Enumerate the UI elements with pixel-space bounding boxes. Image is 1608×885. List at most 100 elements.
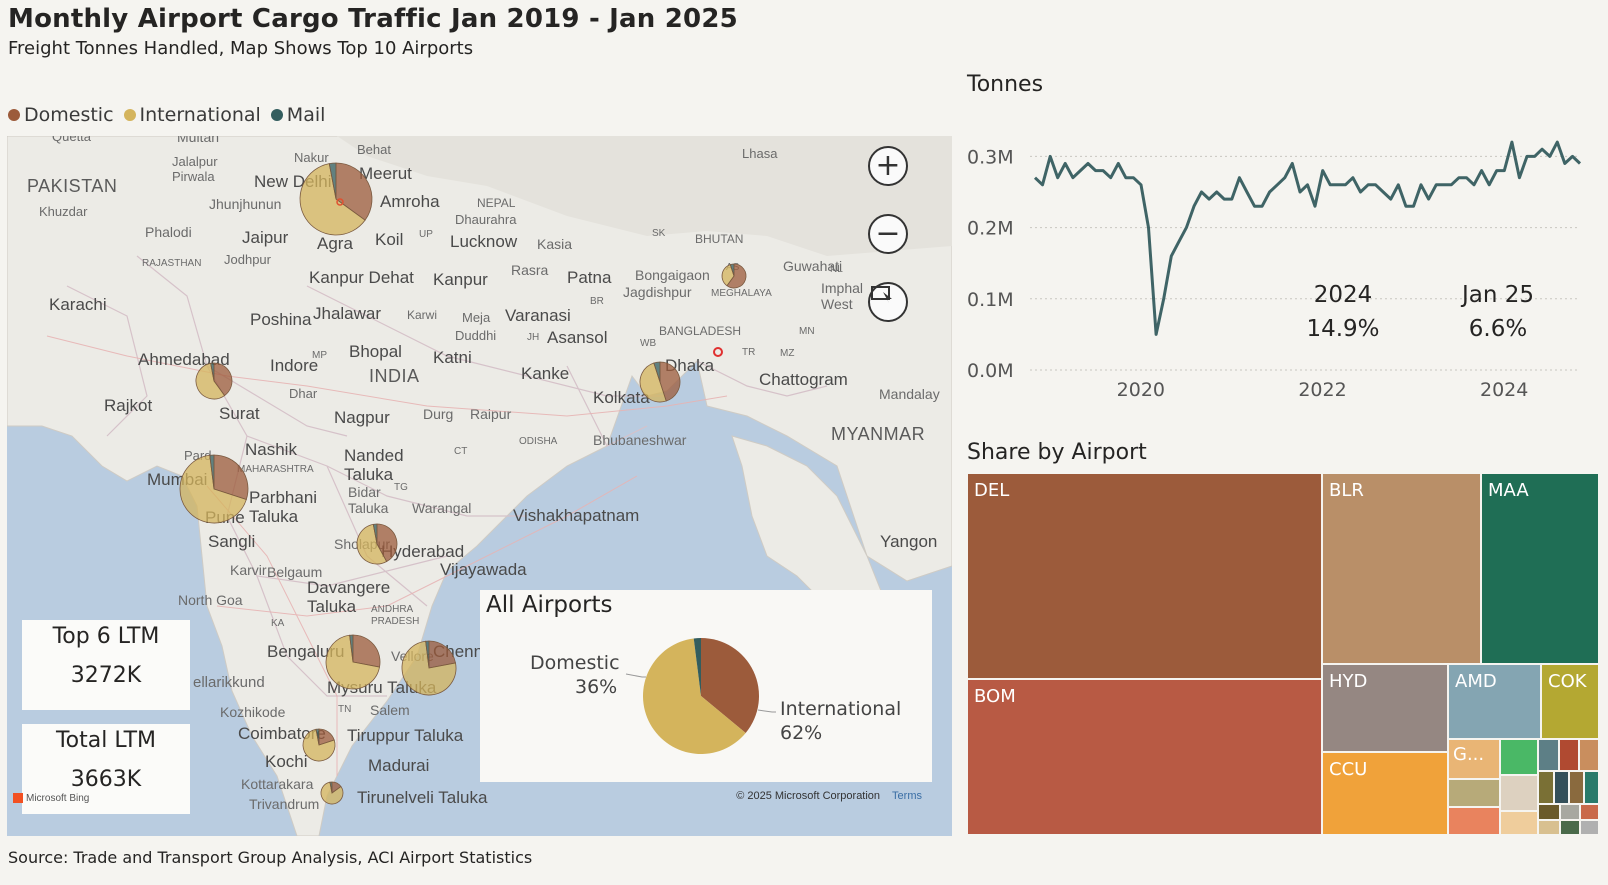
x-tick-label: 2020	[1117, 379, 1165, 401]
treemap-cell-goi[interactable]: G...	[1448, 739, 1500, 779]
treemap-cell-small-13[interactable]	[1538, 804, 1560, 820]
label-katni: Katni	[433, 348, 472, 367]
tonnes-series-line[interactable]	[1033, 140, 1582, 336]
page-subtitle: Freight Tonnes Handled, Map Shows Top 10…	[8, 38, 474, 59]
label-multan: Multan	[177, 136, 220, 145]
legend-item-mail: Mail	[270, 104, 325, 126]
treemap-cell-small-6[interactable]	[1538, 739, 1559, 771]
label-salem: Salem	[370, 702, 410, 718]
treemap-cell-small-17[interactable]	[1560, 820, 1580, 835]
treemap-cell-small-8[interactable]	[1579, 739, 1599, 771]
treemap-cell-small-10[interactable]	[1554, 771, 1569, 804]
label-karvir: Karvir	[230, 562, 267, 578]
label-mandalay: Mandalay	[879, 386, 940, 402]
label-nepal: NEPAL	[477, 196, 516, 210]
label-pune: Pune	[205, 508, 245, 527]
label-asansol: Asansol	[547, 328, 608, 347]
minus-icon[interactable]: −	[868, 214, 908, 254]
label-jodhpur: Jodhpur	[224, 252, 271, 267]
all-airports-pie[interactable]	[480, 590, 932, 782]
label-jalalpur: Jalalpur Pirwala	[172, 154, 218, 184]
label-as: AS	[726, 262, 740, 273]
label-quetta: Quetta	[52, 136, 92, 144]
treemap-cell-amd[interactable]: AMD	[1448, 664, 1541, 739]
treemap-cell-ccu[interactable]: CCU	[1322, 752, 1448, 835]
label-kottarakara: Kottarakara	[241, 776, 314, 792]
treemap-cell-small-7[interactable]	[1559, 739, 1579, 771]
label-madurai: Madurai	[368, 756, 430, 775]
treemap-cell-cok[interactable]: COK	[1541, 664, 1599, 739]
map-legend: Domestic International Mail	[8, 104, 325, 126]
label-phalodi: Phalodi	[145, 224, 192, 240]
microsoft-logo-icon	[13, 793, 23, 804]
page-title: Monthly Airport Cargo Traffic Jan 2019 -…	[8, 4, 738, 34]
treemap-cell-small-1[interactable]	[1448, 779, 1500, 807]
label-mn: MN	[799, 326, 815, 337]
treemap-cell-small-18[interactable]	[1580, 820, 1599, 835]
label-ka: KA	[271, 618, 285, 629]
map-base[interactable]	[7, 136, 952, 836]
treemap-cell-small-12[interactable]	[1584, 771, 1599, 804]
label-bengaluru: Bengaluru	[267, 642, 345, 661]
treemap-cell-small-5[interactable]	[1500, 811, 1538, 835]
annotation-2024-value: 14.9%	[1306, 316, 1380, 342]
label-br: BR	[590, 296, 604, 307]
map-terms-link[interactable]: Terms	[892, 790, 922, 802]
legend-swatch-international	[123, 109, 136, 121]
pie-slice-mail[interactable]	[693, 638, 701, 696]
label-mumbai: Mumbai	[147, 470, 208, 489]
label-nagpur: Nagpur	[334, 408, 390, 427]
label-duddhi: Duddhi	[455, 328, 497, 343]
treemap-cell-small-16[interactable]	[1538, 820, 1560, 835]
x-tick-label: 2024	[1480, 379, 1528, 401]
pie-label-domestic: Domestic	[530, 652, 620, 674]
label-koil: Koil	[375, 230, 404, 249]
label-tg: TG	[394, 482, 408, 493]
label-davangere: Davangere Taluka	[307, 578, 391, 616]
label-ellarikkund: ellarikkund	[193, 674, 265, 691]
treemap-cell-small-2[interactable]	[1448, 807, 1500, 835]
tonnes-line-chart[interactable]: 0.0M 0.1M 0.2M 0.3M 2020 2022 2024	[960, 120, 1600, 420]
pie-slice-international[interactable]	[643, 638, 746, 754]
label-kanpur: Kanpur	[433, 270, 488, 289]
share-by-airport-treemap[interactable]: DEL BOM BLR MAA HYD CCU AMD COK G...	[967, 473, 1599, 835]
label-nakur: Nakur	[294, 150, 329, 165]
treemap-cell-small-14[interactable]	[1560, 804, 1580, 820]
treemap-cell-small-11[interactable]	[1569, 771, 1584, 804]
map-visual[interactable]: PAKISTAN Khuzdar Karachi Quetta Multan J…	[7, 136, 952, 836]
treemap-label-hyd: HYD	[1329, 671, 1368, 692]
label-kanpur-dehat: Kanpur Dehat	[309, 268, 414, 287]
label-nl: NL	[830, 264, 843, 275]
treemap-label-maa: MAA	[1488, 480, 1529, 501]
label-mysuru: Mysuru Taluka	[327, 678, 437, 697]
kpi-total-ltm: Total LTM 3663K	[22, 724, 190, 814]
select-rectangle-icon[interactable]	[868, 282, 908, 322]
label-myanmar: MYANMAR	[831, 424, 926, 444]
pie-label-international: International	[780, 698, 902, 720]
treemap-cell-blr[interactable]: BLR	[1322, 473, 1481, 664]
label-bangladesh: BANGLADESH	[659, 324, 742, 338]
treemap-cell-small-9[interactable]	[1538, 771, 1554, 804]
label-andhra-pradesh: ANDHRA PRADESH	[371, 604, 420, 627]
himalaya-region	[337, 136, 952, 256]
label-karwi: Karwi	[407, 308, 438, 322]
label-bhopal: Bhopal	[349, 342, 402, 361]
label-indore: Indore	[270, 356, 319, 375]
label-ahmedabad: Ahmedabad	[138, 350, 230, 369]
treemap-cell-small-15[interactable]	[1580, 804, 1599, 820]
label-north-goa: North Goa	[178, 592, 243, 608]
label-karachi: Karachi	[49, 295, 107, 314]
treemap-label-goi: G...	[1453, 744, 1485, 765]
treemap-cell-maa[interactable]: MAA	[1481, 473, 1599, 664]
treemap-cell-bom[interactable]: BOM	[967, 679, 1322, 835]
treemap-cell-del[interactable]: DEL	[967, 473, 1322, 679]
label-jh: JH	[527, 332, 540, 343]
treemap-cell-small-4[interactable]	[1500, 775, 1538, 811]
pie-slice-domestic[interactable]	[701, 638, 759, 733]
label-up: UP	[419, 229, 433, 240]
label-rajasthan: RAJASTHAN	[142, 258, 202, 269]
treemap-cell-hyd[interactable]: HYD	[1322, 664, 1448, 752]
plus-icon[interactable]: +	[868, 146, 908, 186]
treemap-cell-small-3[interactable]	[1500, 739, 1538, 775]
legend-swatch-mail	[270, 109, 283, 121]
